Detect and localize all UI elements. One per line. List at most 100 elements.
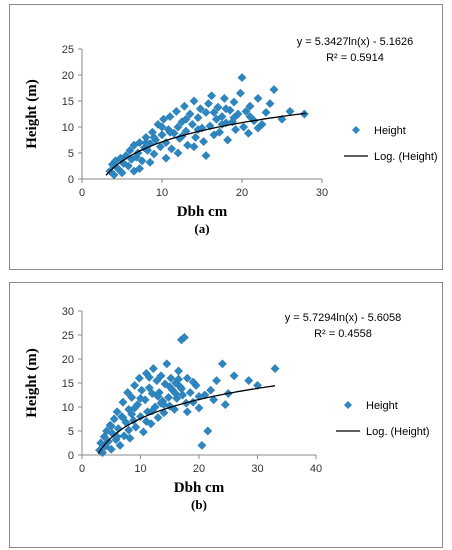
data-point (153, 391, 163, 401)
y-tick-label: 25 (62, 330, 74, 342)
data-point (133, 148, 143, 158)
data-point (188, 377, 198, 387)
equation-label: y = 5.7294ln(x) - 5.6058 (285, 312, 402, 324)
data-point (141, 416, 151, 426)
y-tick-label: 0 (68, 450, 74, 462)
data-point (135, 164, 145, 174)
data-point (219, 93, 229, 103)
data-point (153, 119, 163, 129)
data-point (269, 85, 279, 95)
equation-label: y = 5.3427ln(x) - 5.1626 (297, 36, 414, 48)
data-point (144, 372, 154, 382)
data-point (106, 421, 116, 431)
data-point (270, 364, 280, 374)
data-point (157, 122, 167, 132)
y-tick-label: 15 (62, 96, 74, 108)
data-point (241, 106, 251, 116)
data-point (138, 427, 148, 437)
data-point (112, 407, 122, 417)
data-point (195, 104, 205, 114)
data-point (157, 130, 167, 140)
x-tick-label: 40 (310, 463, 322, 475)
data-point (187, 119, 197, 129)
data-point (229, 371, 239, 381)
data-point (201, 107, 211, 117)
data-point (265, 99, 275, 109)
data-point (243, 128, 253, 138)
data-point (182, 407, 192, 417)
data-point (149, 132, 159, 142)
legend-label-trend: Log. (Height) (374, 151, 438, 163)
data-point (109, 170, 119, 180)
data-point (161, 153, 171, 163)
x-tick-label: 0 (79, 463, 85, 475)
data-point (117, 168, 127, 178)
chart-panel-b: 0 5 10 15 20 25 30 0 10 20 30 40 y = 5.7294ln(x) - 5… (9, 282, 443, 548)
legend-label-height: Height (366, 400, 398, 412)
data-point (171, 389, 181, 399)
data-point (156, 398, 166, 408)
data-point (209, 395, 219, 405)
y-tick-label: 30 (62, 306, 74, 318)
data-point (185, 388, 195, 398)
x-axis-title: Dbh cm (174, 480, 225, 496)
data-point (217, 359, 227, 369)
data-point (253, 93, 263, 103)
data-point (194, 403, 204, 413)
data-point (165, 112, 175, 122)
data-point (159, 114, 169, 124)
data-point (235, 88, 245, 98)
y-tick-label: 10 (62, 402, 74, 414)
data-point (167, 144, 177, 154)
x-tick-label: 30 (251, 463, 263, 475)
data-point (217, 119, 227, 129)
data-point (137, 156, 147, 166)
chart-svg-b: 0 5 10 15 20 25 30 0 10 20 30 40 y = 5.7294ln(x) - 5… (24, 306, 430, 512)
panel-label: (b) (191, 497, 207, 512)
data-point (179, 332, 189, 342)
x-tick-label: 30 (316, 187, 328, 199)
data-point (213, 102, 223, 112)
data-point (185, 109, 195, 119)
data-point (148, 364, 158, 374)
data-point (203, 426, 213, 436)
data-point (244, 376, 254, 386)
y-tick-label: 5 (68, 426, 74, 438)
x-tick-label: 0 (79, 187, 85, 199)
trend-line (105, 112, 307, 176)
data-point (169, 404, 179, 414)
data-point (152, 376, 162, 386)
x-tick-label: 20 (236, 187, 248, 199)
y-tick-label: 20 (62, 70, 74, 82)
data-point (166, 373, 176, 383)
legend-label-height: Height (374, 125, 406, 137)
y-tick-label: 0 (68, 174, 74, 186)
data-point (136, 393, 145, 403)
data-point (124, 425, 134, 435)
data-point (106, 444, 116, 454)
data-point (118, 397, 128, 407)
data-point (203, 99, 213, 109)
trend-line (97, 385, 276, 454)
y-tick-label: 25 (62, 44, 74, 56)
r-squared-label: R² = 0.5914 (326, 52, 384, 64)
data-point (253, 123, 263, 133)
data-point (182, 373, 192, 383)
data-point (229, 113, 239, 123)
data-point (102, 426, 112, 436)
data-point (141, 138, 151, 148)
data-point (233, 109, 243, 119)
data-point (231, 125, 241, 135)
data-point (171, 106, 181, 116)
data-point (118, 413, 128, 423)
data-point (145, 157, 155, 167)
data-point (212, 376, 222, 386)
data-point (162, 359, 172, 369)
data-point (155, 142, 165, 152)
data-point (206, 385, 216, 395)
data-point (209, 107, 219, 117)
y-tick-label: 5 (68, 148, 74, 160)
data-point (125, 145, 135, 155)
data-point (173, 122, 183, 132)
data-point (130, 380, 140, 390)
